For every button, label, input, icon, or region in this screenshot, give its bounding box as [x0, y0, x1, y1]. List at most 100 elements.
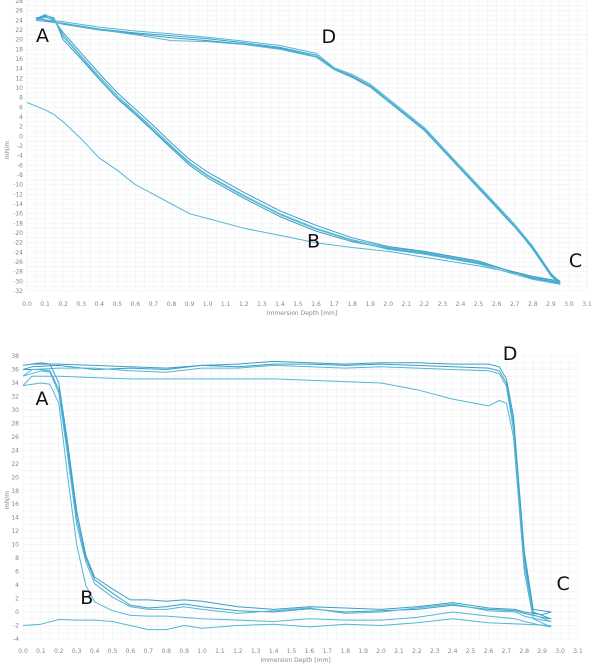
y-axis-label: mN/m: [4, 491, 11, 509]
y-tick-label: -2: [17, 143, 23, 150]
y-tick-label: 18: [15, 46, 23, 53]
y-tick-label: 26: [11, 434, 19, 441]
x-tick-label: 0.6: [126, 648, 136, 655]
x-tick-label: 2.8: [528, 301, 538, 308]
series-line-4: [35, 16, 561, 285]
y-tick-label: 34: [11, 380, 19, 387]
y-tick-label: -4: [13, 636, 19, 643]
y-tick-label: -28: [13, 269, 23, 276]
x-tick-label: 2.9: [546, 301, 556, 308]
x-tick-label: 0.5: [113, 301, 123, 308]
y-tick-label: -20: [13, 230, 23, 237]
x-tick-label: 2.5: [466, 648, 476, 655]
y-tick-label: 24: [11, 447, 19, 454]
x-tick-label: 1.2: [239, 301, 249, 308]
y-tick-label: -6: [17, 162, 23, 169]
annotation-b: B: [307, 231, 320, 253]
x-tick-label: 0.9: [179, 648, 189, 655]
y-tick-label: 0: [15, 609, 19, 616]
y-tick-label: 38: [11, 353, 19, 360]
x-tick-label: 0.2: [54, 648, 64, 655]
x-tick-label: 1.4: [275, 301, 285, 308]
x-tick-label: 2.2: [412, 648, 422, 655]
x-tick-label: 0.1: [36, 648, 46, 655]
x-tick-label: 2.7: [510, 301, 520, 308]
y-tick-label: 10: [11, 542, 19, 549]
x-tick-label: 1.0: [203, 301, 213, 308]
x-tick-label: 0.3: [76, 301, 86, 308]
series-line-0: [26, 102, 560, 282]
x-tick-label: 0.6: [131, 301, 141, 308]
annotation-c: C: [557, 573, 570, 595]
y-tick-label: -32: [13, 288, 23, 295]
y-tick-label: 10: [15, 85, 23, 92]
x-tick-label: 0.2: [58, 301, 68, 308]
x-tick-label: 2.9: [537, 648, 547, 655]
y-tick-label: 4: [15, 582, 19, 589]
x-tick-label: 2.3: [430, 648, 440, 655]
x-axis-label: Immersion Depth [mm]: [267, 310, 337, 317]
series-line-2: [35, 14, 561, 283]
y-tick-label: -22: [13, 240, 23, 247]
x-tick-label: 1.5: [293, 301, 303, 308]
x-tick-label: 1.2: [233, 648, 243, 655]
y-tick-label: 30: [11, 407, 19, 414]
x-tick-label: 0.4: [90, 648, 100, 655]
y-tick-label: 4: [19, 114, 23, 121]
x-tick-label: 3.0: [555, 648, 565, 655]
annotation-d: D: [503, 343, 518, 365]
x-tick-label: 0.4: [94, 301, 104, 308]
y-tick-label: 2: [19, 124, 23, 131]
annotation-a: A: [36, 25, 49, 47]
x-tick-label: 1.8: [347, 301, 357, 308]
y-tick-label: 28: [15, 0, 23, 5]
y-tick-label: 36: [11, 366, 19, 373]
x-tick-label: 0.9: [185, 301, 195, 308]
series-line-3: [35, 16, 561, 284]
x-tick-label: 1.6: [311, 301, 321, 308]
x-tick-label: 3.1: [573, 648, 583, 655]
y-tick-label: 28: [11, 420, 19, 427]
x-tick-label: 2.0: [376, 648, 386, 655]
y-tick-label: -30: [13, 278, 23, 285]
x-tick-label: 0.1: [40, 301, 50, 308]
y-tick-label: 0: [19, 133, 23, 140]
x-tick-label: 1.7: [323, 648, 333, 655]
x-tick-label: 1.9: [365, 301, 375, 308]
x-tick-label: 1.6: [305, 648, 315, 655]
y-axis-label: mN/m: [4, 141, 11, 159]
x-tick-label: 2.3: [438, 301, 448, 308]
x-tick-label: 2.7: [502, 648, 512, 655]
y-tick-label: 14: [15, 66, 23, 73]
x-axis-label: Immersion Depth [mm]: [260, 657, 330, 664]
x-tick-label: 1.1: [215, 648, 225, 655]
y-tick-label: 22: [11, 461, 19, 468]
y-tick-label: -8: [17, 172, 23, 179]
y-tick-label: 24: [15, 17, 23, 24]
x-tick-label: 1.1: [221, 301, 231, 308]
x-tick-label: 1.3: [257, 301, 267, 308]
x-tick-label: 2.5: [474, 301, 484, 308]
x-tick-label: 2.4: [456, 301, 466, 308]
series-line-4: [22, 375, 552, 628]
x-tick-label: 1.3: [251, 648, 261, 655]
y-tick-label: 8: [19, 95, 23, 102]
y-tick-label: -18: [13, 220, 23, 227]
y-tick-label: 12: [11, 528, 19, 535]
x-tick-label: 0.5: [108, 648, 118, 655]
annotation-a: A: [36, 388, 49, 410]
x-tick-label: 1.4: [269, 648, 279, 655]
x-tick-label: 0.8: [161, 648, 171, 655]
top-chart: 0.0 0.1 0.2 0.3 0.4 0.5 0.6 0.7 0.8 0.9 1.0 1.1 1.2 1…: [4, 0, 592, 317]
y-tick-label: -4: [17, 153, 23, 160]
y-tick-label: 6: [15, 569, 19, 576]
x-tick-label: 1.7: [329, 301, 339, 308]
y-tick-label: 32: [11, 393, 19, 400]
x-tick-label: 0.8: [167, 301, 177, 308]
x-tick-label: 1.5: [287, 648, 297, 655]
y-tick-label: 2: [15, 596, 19, 603]
x-tick-label: 1.8: [340, 648, 350, 655]
x-tick-label: 0.7: [144, 648, 154, 655]
x-tick-label: 0.7: [149, 301, 159, 308]
annotation-c: C: [569, 250, 582, 272]
